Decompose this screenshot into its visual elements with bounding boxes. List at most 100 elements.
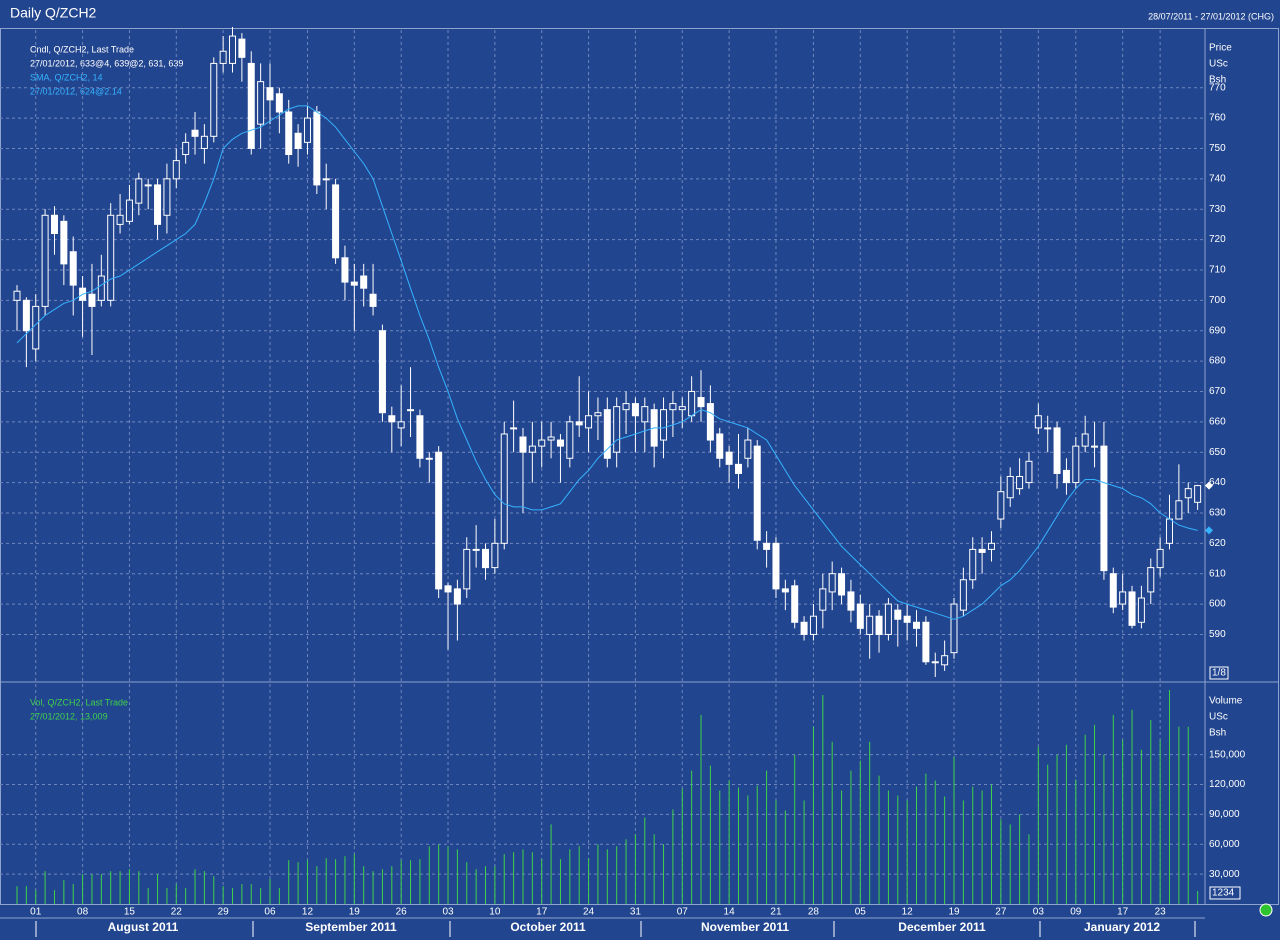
candle-body xyxy=(210,62,218,137)
candle-body xyxy=(978,548,986,553)
candle-body xyxy=(247,62,255,149)
x-tick-label: 07 xyxy=(677,907,689,918)
legend-text: Vol, Q/ZCH2, Last Trade xyxy=(30,697,128,707)
candle-body xyxy=(453,588,461,605)
y-tick-label: 610 xyxy=(1209,568,1226,579)
y-tick-label: 650 xyxy=(1209,447,1226,458)
x-tick-label: 29 xyxy=(218,907,230,918)
candle-body xyxy=(69,251,77,286)
date-range: 28/07/2011 - 27/01/2012 (CHG) xyxy=(1148,11,1274,21)
candle-body xyxy=(397,421,405,429)
candle-body xyxy=(416,415,424,459)
candle-body xyxy=(444,585,452,593)
candle-body xyxy=(32,305,40,350)
candle-body xyxy=(1062,469,1070,484)
y-tick-label: 30,000 xyxy=(1209,869,1240,880)
candle-body xyxy=(884,603,892,635)
candle-body xyxy=(491,542,499,569)
x-tick-label: 21 xyxy=(770,907,782,918)
axis-label: Price xyxy=(1209,43,1232,54)
candle-body xyxy=(116,214,124,225)
candle-body xyxy=(257,81,265,125)
candle-body xyxy=(200,135,208,149)
candle-body xyxy=(60,220,68,265)
candle-body xyxy=(463,548,471,590)
candle-body xyxy=(303,117,311,143)
axis-label: Bsh xyxy=(1209,728,1226,739)
frame xyxy=(0,28,1279,905)
candle-body xyxy=(182,141,190,156)
candle-body xyxy=(13,290,21,301)
x-tick-label: 24 xyxy=(583,907,595,918)
candle-body xyxy=(1184,488,1192,499)
candle-body xyxy=(125,199,133,222)
candle-body xyxy=(725,451,733,465)
candle-body xyxy=(763,542,771,550)
y-tick-label: 690 xyxy=(1209,325,1226,336)
candle-body xyxy=(556,439,564,447)
candle-body xyxy=(809,615,817,635)
x-tick-label: 17 xyxy=(1117,907,1129,918)
y-tick-label: 620 xyxy=(1209,538,1226,549)
candle-body xyxy=(350,281,358,286)
candle-body xyxy=(697,397,705,408)
candle-body xyxy=(1081,433,1089,447)
month-label: December 2011 xyxy=(898,920,986,934)
candle-body xyxy=(107,214,115,301)
candle-body xyxy=(716,433,724,459)
y-tick-label: 760 xyxy=(1209,113,1226,124)
candle-body xyxy=(903,615,911,623)
candle-body xyxy=(847,591,855,611)
x-tick-label: 27 xyxy=(995,907,1007,918)
x-tick-label: 03 xyxy=(1033,907,1045,918)
x-tick-label: 26 xyxy=(396,907,408,918)
candle-body xyxy=(1091,445,1099,448)
candle-body xyxy=(1006,475,1014,499)
candle-body xyxy=(1137,597,1145,623)
candle-body xyxy=(500,433,508,544)
candle-body xyxy=(641,406,649,423)
y-tick-label: 730 xyxy=(1209,204,1226,215)
candle-body xyxy=(838,573,846,596)
y-tick-label: 150,000 xyxy=(1209,749,1246,760)
price-marker xyxy=(1205,481,1213,490)
candle-body xyxy=(313,111,321,186)
legend-text: 27/01/2012, 13,009 xyxy=(30,711,108,721)
candle-body xyxy=(1147,567,1155,593)
candle-body xyxy=(97,275,105,301)
candle-body xyxy=(800,621,808,635)
candle-body xyxy=(238,38,246,58)
candle-body xyxy=(219,50,227,64)
candle-body xyxy=(987,542,995,550)
candle-body xyxy=(332,184,340,259)
y-tick-label: 60,000 xyxy=(1209,839,1240,850)
candle-body xyxy=(360,275,368,289)
axis-label: Volume xyxy=(1209,696,1243,707)
candle-body xyxy=(613,406,621,453)
x-tick-label: 23 xyxy=(1155,907,1167,918)
candle-body xyxy=(378,330,386,414)
candle-body xyxy=(706,403,714,441)
candle-body xyxy=(472,548,480,551)
y-tick-label: 120,000 xyxy=(1209,779,1246,790)
candle-body xyxy=(781,588,789,593)
month-label: October 2011 xyxy=(510,920,586,934)
month-label: September 2011 xyxy=(305,920,397,934)
candle-body xyxy=(950,603,958,654)
candle-body xyxy=(660,409,668,441)
y-tick-label: 740 xyxy=(1209,173,1226,184)
candle-body xyxy=(772,542,780,590)
candle-body xyxy=(294,132,302,149)
candle-body xyxy=(88,293,96,307)
x-tick-label: 22 xyxy=(171,907,183,918)
candle-body xyxy=(622,403,630,411)
candle-body xyxy=(1072,445,1080,484)
candle-body xyxy=(791,585,799,623)
candle-body xyxy=(997,491,1005,520)
candle-body xyxy=(1119,591,1127,605)
candle-body xyxy=(1156,548,1164,569)
axis-label: USc xyxy=(1209,59,1228,70)
x-tick-label: 31 xyxy=(630,907,642,918)
candle-body xyxy=(285,111,293,156)
candle-body xyxy=(603,409,611,459)
